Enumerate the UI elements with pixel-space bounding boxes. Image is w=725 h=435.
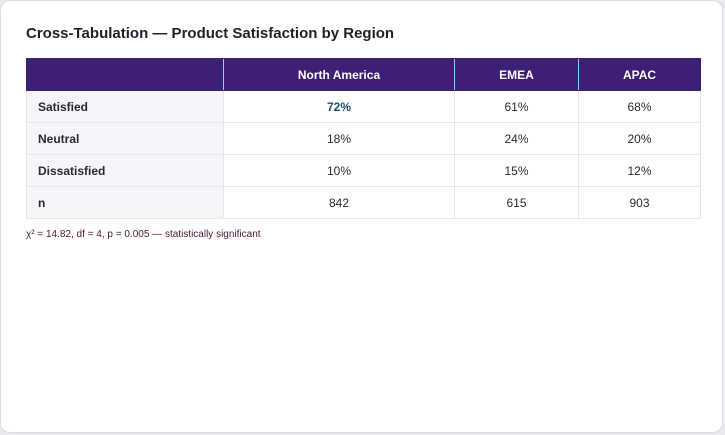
cell: 68% <box>578 90 701 123</box>
column-header-apac: APAC <box>578 58 701 91</box>
crosstab-table: North America EMEA APAC Satisfied 72% 61… <box>26 58 701 219</box>
table-row-satisfied: Satisfied 72% 61% 68% <box>26 90 701 123</box>
cell: 24% <box>454 122 579 155</box>
row-label: Neutral <box>26 122 224 155</box>
cell: 842 <box>223 186 455 219</box>
table-row-dissatisfied: Dissatisfied 10% 15% 12% <box>26 154 701 187</box>
header-row: North America EMEA APAC <box>26 58 701 91</box>
cell: 20% <box>578 122 701 155</box>
table-row-neutral: Neutral 18% 24% 20% <box>26 122 701 155</box>
column-header-north-america: North America <box>223 58 455 91</box>
cell: 15% <box>454 154 579 187</box>
row-label: Satisfied <box>26 90 224 123</box>
cell-highlighted: 72% <box>223 90 455 123</box>
significance-footnote: χ² = 14.82, df = 4, p = 0.005 — statisti… <box>26 229 261 240</box>
column-header-emea: EMEA <box>454 58 579 91</box>
row-label: n <box>26 186 224 219</box>
cell: 903 <box>578 186 701 219</box>
corner-header <box>26 58 224 91</box>
table-row-n: n 842 615 903 <box>26 186 701 219</box>
cell: 615 <box>454 186 579 219</box>
cell: 12% <box>578 154 701 187</box>
cell: 18% <box>223 122 455 155</box>
row-label: Dissatisfied <box>26 154 224 187</box>
cell: 10% <box>223 154 455 187</box>
cell: 61% <box>454 90 579 123</box>
table-title: Cross-Tabulation — Product Satisfaction … <box>26 25 395 42</box>
